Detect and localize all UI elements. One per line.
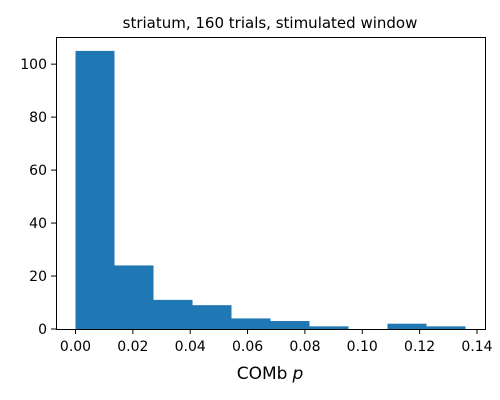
plot-frame (56, 37, 486, 330)
x-tick-label: 0.00 (60, 339, 91, 355)
histogram-bar-0 (75, 50, 115, 330)
y-tick-label: 40 (29, 216, 47, 232)
histogram-bar-1 (114, 265, 154, 329)
x-axis-ticks: 0.00 0.02 0.04 0.06 0.08 0.10 0.12 0.14 (60, 329, 493, 355)
x-tick-label: 0.06 (232, 339, 263, 355)
x-tick-label: 0.12 (404, 339, 435, 355)
x-tick-label: 0.04 (175, 339, 206, 355)
histogram-bar-6 (309, 326, 349, 329)
x-tick-label: 0.08 (289, 339, 320, 355)
histogram-bar-9 (426, 326, 466, 329)
y-axis-ticks: 0 20 40 60 80 100 (20, 57, 56, 338)
histogram-bar-5 (270, 321, 310, 329)
x-axis-label-text: COMb (237, 364, 288, 384)
histogram-bar-4 (231, 318, 271, 329)
x-axis-label: COMb p (237, 364, 304, 384)
histogram-bar-2 (153, 299, 193, 329)
histogram-bar-8 (387, 323, 427, 329)
chart-title: striatum, 160 trials, stimulated window (123, 14, 418, 32)
x-tick-label: 0.14 (461, 339, 492, 355)
x-axis-label-variable: p (291, 364, 303, 384)
y-tick-label: 20 (29, 269, 47, 285)
histogram-bar-3 (192, 305, 232, 329)
y-tick-label: 100 (20, 57, 47, 73)
y-tick-label: 60 (29, 163, 47, 179)
x-tick-label: 0.10 (347, 339, 378, 355)
bars-group (75, 50, 466, 330)
y-tick-label: 0 (38, 322, 47, 338)
x-tick-label: 0.02 (117, 339, 148, 355)
y-tick-label: 80 (29, 110, 47, 126)
